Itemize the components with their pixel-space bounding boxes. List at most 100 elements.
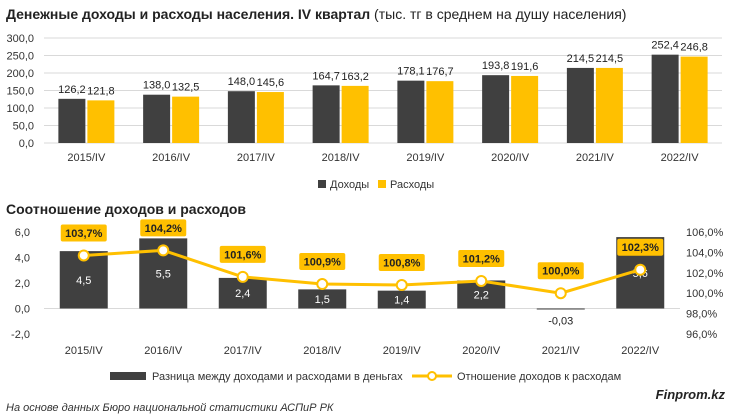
chart1-bar-income: [482, 75, 510, 143]
chart2-ratio-label: 101,6%: [224, 249, 262, 261]
chart1-bar-income: [58, 98, 86, 143]
chart1-bar-income: [312, 85, 340, 143]
chart2-legend-label-difference: Разница между доходами и расходами в ден…: [152, 371, 403, 383]
chart2-bar-difference-label: 2,2: [474, 289, 489, 301]
chart2-bar-difference: [218, 277, 267, 309]
chart2-bar-difference: [298, 289, 347, 309]
chart2-ytick-right-label: 100,0%: [686, 288, 724, 300]
chart1-bar-income: [143, 94, 171, 143]
chart2-bar-difference-label: 1,5: [315, 294, 330, 306]
chart2-bar-difference: [536, 308, 585, 310]
chart1-bar-income-label: 148,0: [228, 76, 256, 88]
chart1-bar-expense: [426, 81, 454, 143]
chart2-ratio-line: [83, 248, 641, 295]
chart2-ratio-point: [475, 274, 488, 287]
chart2-bar-difference-label: 1,4: [394, 295, 409, 307]
chart1-legend-label-income: Доходы: [330, 179, 369, 191]
source-note: На основе данных Бюро национальной стати…: [6, 402, 334, 414]
chart1-ytick-label: 250,0: [6, 51, 34, 63]
chart2-ratio-label-box: [60, 224, 107, 242]
chart2-ytick-left-label: 0,0: [15, 304, 30, 316]
chart1-xtick-label: 2020/IV: [491, 152, 530, 164]
chart2-legend-label-ratio: Отношение доходов к расходам: [457, 371, 621, 383]
chart1-bar-income: [227, 91, 255, 143]
chart1-ytick-label: 300,0: [6, 33, 34, 45]
chart2-xtick-label: 2019/IV: [383, 345, 422, 357]
chart2-ratio-label-box: [617, 238, 664, 256]
chart2-xtick-label: 2015/IV: [65, 345, 104, 357]
chart2-xtick-label: 2016/IV: [144, 345, 183, 357]
chart1-bar-expense-label: 214,5: [596, 53, 624, 65]
chart1-ytick-label: 150,0: [6, 86, 34, 98]
chart2-ratio-point: [634, 263, 647, 276]
chart2-title: Соотношение доходов и расходов: [6, 201, 247, 217]
chart1-ytick-label: 50,0: [13, 121, 34, 133]
chart2-ratio-label: 103,7%: [65, 228, 103, 240]
chart1-bar-expense: [256, 92, 284, 143]
chart1-title-units: (тыс. тг в среднем на душу населения): [370, 6, 627, 22]
chart1-xtick-label: 2021/IV: [576, 152, 615, 164]
chart1-bar-expense-label: 176,7: [426, 66, 454, 78]
chart2-ratio-label: 100,0%: [542, 266, 580, 278]
chart2-ratio-label: 104,2%: [145, 223, 183, 235]
chart2-bar-difference: [377, 290, 426, 309]
chart1-legend-swatch-income: [318, 180, 326, 188]
chart1-xtick-label: 2019/IV: [406, 152, 445, 164]
chart1-bar-income-label: 193,8: [482, 60, 510, 72]
chart2-ytick-left-label: 6,0: [15, 227, 30, 239]
chart2-bar-difference-label: 5,5: [156, 268, 171, 280]
chart1-bar-income: [566, 67, 594, 143]
chart2-ratio-point: [236, 270, 249, 283]
chart2-ytick-right-label: 96,0%: [686, 329, 717, 341]
chart2-ytick-right-label: 104,0%: [686, 247, 724, 259]
chart1-bar-income-label: 178,1: [397, 66, 425, 78]
chart1-xtick-label: 2016/IV: [152, 152, 191, 164]
chart2-ratio-label-box: [299, 253, 346, 271]
chart1-bar-expense: [172, 96, 200, 143]
chart2-ratio-label-box: [378, 254, 425, 272]
chart2-ratio-point: [395, 279, 408, 292]
chart2-ytick-right-label: 106,0%: [686, 227, 724, 239]
chart1-bar-expense: [680, 56, 708, 144]
chart1-title: Денежные доходы и расходы населения. IV …: [6, 6, 626, 22]
chart2-ratio-label: 100,9%: [304, 257, 342, 269]
chart1-bar-income-label: 214,5: [567, 53, 595, 65]
chart1-bar-income-label: 252,4: [651, 40, 679, 52]
chart1-ytick-label: 200,0: [6, 68, 34, 80]
chart1-bar-expense-label: 163,2: [341, 71, 369, 83]
chart1-bar-expense-label: 145,6: [257, 77, 285, 89]
chart1-bar-income: [651, 54, 679, 143]
chart1-bar-expense-label: 132,5: [172, 82, 200, 94]
chart1-bar-expense-label: 121,8: [87, 85, 115, 97]
chart2-ratio-label-box: [458, 249, 505, 267]
chart2-legend-swatch-difference: [110, 372, 146, 380]
chart2-ytick-right-label: 102,0%: [686, 268, 724, 280]
chart2-ratio-label-box: [219, 245, 266, 263]
chart2-bar-difference-label: -0,03: [548, 316, 573, 328]
chart1-bar-income-label: 126,2: [58, 84, 86, 96]
chart1-xtick-label: 2015/IV: [67, 152, 106, 164]
chart1-bar-income-label: 138,0: [143, 80, 171, 92]
chart2-ratio-label-box: [537, 262, 584, 280]
chart1-ytick-label: 100,0: [6, 103, 34, 115]
brand-logo-text: Finprom.kz: [655, 387, 725, 402]
chart1-legend-label-expense: Расходы: [390, 179, 434, 191]
chart2-ytick-left-label: -2,0: [11, 329, 30, 341]
chart2-ytick-left-label: 4,0: [15, 253, 30, 265]
chart2-xtick-label: 2022/IV: [621, 345, 660, 357]
chart2-bar-difference-label: 4,5: [76, 275, 91, 287]
chart2-ratio-label: 102,3%: [622, 242, 660, 254]
chart2-ratio-label: 101,2%: [463, 253, 501, 265]
chart2-xtick-label: 2020/IV: [462, 345, 501, 357]
chart1-bar-expense: [87, 100, 115, 143]
chart2-legend-swatch-ratio-marker: [427, 371, 437, 381]
chart2-ratio-point: [316, 278, 329, 291]
chart1-title-bold: Денежные доходы и расходы населения. IV …: [6, 6, 371, 22]
chart2-xtick-label: 2017/IV: [224, 345, 263, 357]
chart2-ratio-point: [554, 287, 567, 300]
chart2-ytick-right-label: 98,0%: [686, 309, 717, 321]
chart1-legend-swatch-expense: [378, 180, 386, 188]
chart2-xtick-label: 2018/IV: [303, 345, 342, 357]
chart1-bar-expense: [595, 67, 623, 143]
